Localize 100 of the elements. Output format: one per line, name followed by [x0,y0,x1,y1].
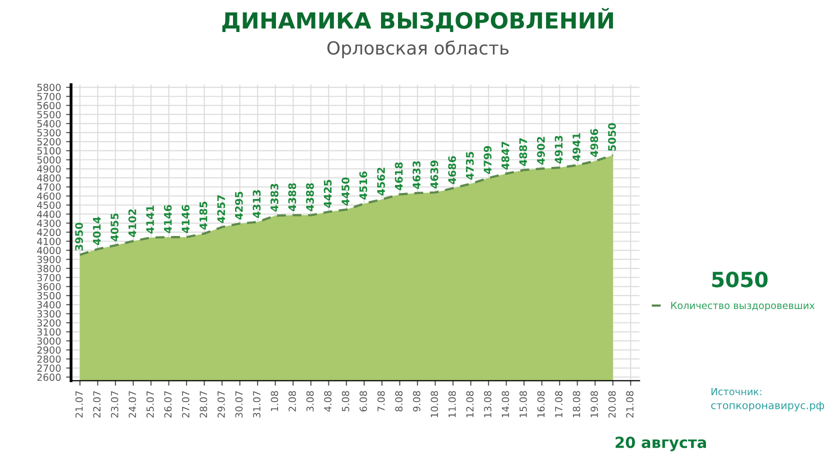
y-tick-label: 5400 [37,120,61,128]
y-tick-label: 3100 [37,328,61,336]
y-tick-label: 4400 [37,210,61,218]
data-label: 4686 [448,156,456,184]
x-tick-label: 31.07 [253,391,260,418]
y-tick-label: 4600 [37,192,61,200]
y-tick-label: 3700 [37,274,61,282]
x-tick-label: 9.08 [412,391,420,412]
x-tick-label: 25.07 [146,391,154,418]
x-tick-label: 29.07 [218,391,225,418]
data-label: 4014 [92,216,101,245]
y-tick-label: 5200 [37,138,61,146]
x-tick-label: 13.08 [484,391,492,418]
data-label: 4799 [484,146,492,174]
legend-label: Количество выздоровевших [671,302,815,312]
data-label: 4941 [572,133,580,162]
data-label: 4913 [554,136,563,164]
x-tick-label: 7.08 [377,391,385,412]
x-tick-label: 18.08 [572,391,580,418]
x-tick-label: 16.08 [537,391,545,418]
x-tick-label: 3.08 [306,391,314,412]
y-tick-label: 5700 [37,92,61,100]
data-label: 4313 [252,190,261,218]
y-tick-label: 3600 [37,283,61,290]
x-tick-label: 2.08 [288,391,296,412]
chart-subtitle: Орловская область [327,40,509,58]
x-tick-label: 28.07 [200,391,208,418]
y-tick-label: 5100 [37,147,61,155]
data-label: 4633 [412,161,420,189]
data-label: 4383 [270,184,278,212]
data-label: 3950 [75,222,83,251]
y-tick-label: 4500 [37,202,61,209]
data-label: 5050 [608,123,616,151]
y-tick-label: 5800 [37,84,61,92]
y-tick-label: 4900 [37,165,61,173]
chart-title: ДИНАМИКА ВЫЗДОРОВЛЕНИЙ [222,8,613,32]
y-tick-label: 3300 [37,310,61,318]
x-tick-label: 11.08 [448,391,456,418]
data-label: 4986 [590,128,598,157]
y-tick-label: 4800 [37,174,61,182]
data-label: 4887 [519,138,528,166]
y-tick-label: 4300 [37,220,61,227]
y-tick-label: 2700 [37,364,61,372]
y-tick-label: 4000 [37,246,61,254]
y-tick-label: 2600 [37,374,61,381]
x-tick-label: 10.08 [430,391,438,418]
text: 5050 [712,272,768,288]
text: Источник: [712,388,762,396]
x-tick-label: 27.07 [182,391,190,418]
y-tick-label: 2800 [37,355,61,363]
y-tick-label: 3000 [37,337,61,345]
data-label: 4902 [536,136,545,165]
data-label: 4618 [394,162,403,190]
x-tick-label: 14.08 [502,391,510,418]
x-tick-label: 12.08 [466,391,474,418]
x-tick-label: 30.07 [235,391,243,418]
y-tick-label: 5000 [37,156,61,164]
y-tick-label: 5600 [37,102,61,110]
y-tick-label: 3400 [37,301,61,308]
data-label: 4146 [182,205,190,233]
x-tick-label: 8.08 [395,391,403,412]
x-tick-label: 15.08 [520,391,527,418]
data-label: 4450 [342,177,350,206]
y-tick-label: 2900 [37,346,61,354]
data-label: 4562 [377,168,385,196]
data-label: 4388 [288,183,296,212]
y-tick-label: 4100 [37,238,61,246]
data-label: 4847 [501,142,510,170]
x-tick-label: 4.08 [324,391,332,412]
data-label: 4425 [324,180,332,208]
data-label: 4141 [146,206,154,234]
y-tick-label: 3500 [37,292,61,300]
text: 20 августа [616,436,706,452]
y-tick-label: 3800 [37,264,61,272]
x-tick-label: 22.07 [93,391,101,418]
data-label: 4388 [306,183,314,212]
x-tick-label: 6.08 [360,391,368,412]
data-label: 4257 [217,195,226,223]
data-label: 4185 [199,202,208,230]
data-label: 4055 [110,213,118,242]
x-tick-label: 17.08 [555,391,562,418]
data-label: 4735 [466,152,474,180]
y-tick-label: 3900 [37,256,61,264]
x-tick-label: 23.07 [110,391,118,418]
y-tick-label: 3200 [37,319,61,327]
x-tick-label: 19.08 [590,391,598,418]
y-tick-label: 4700 [37,183,61,191]
y-tick-label: 5500 [37,110,61,118]
data-label: 4102 [128,209,136,237]
data-label: 4516 [359,172,368,200]
x-tick-label: 21.08 [626,391,634,418]
data-label: 4639 [430,160,438,188]
x-tick-label: 21.07 [75,391,83,418]
data-label: 4295 [234,192,243,220]
x-tick-label: 26.07 [164,391,172,418]
data-label: 4146 [164,205,172,233]
text: стопкоронавирус.рф [711,401,824,412]
y-tick-label: 4200 [37,228,61,236]
x-tick-label: 1.08 [270,391,278,411]
x-tick-label: 5.08 [342,391,350,412]
